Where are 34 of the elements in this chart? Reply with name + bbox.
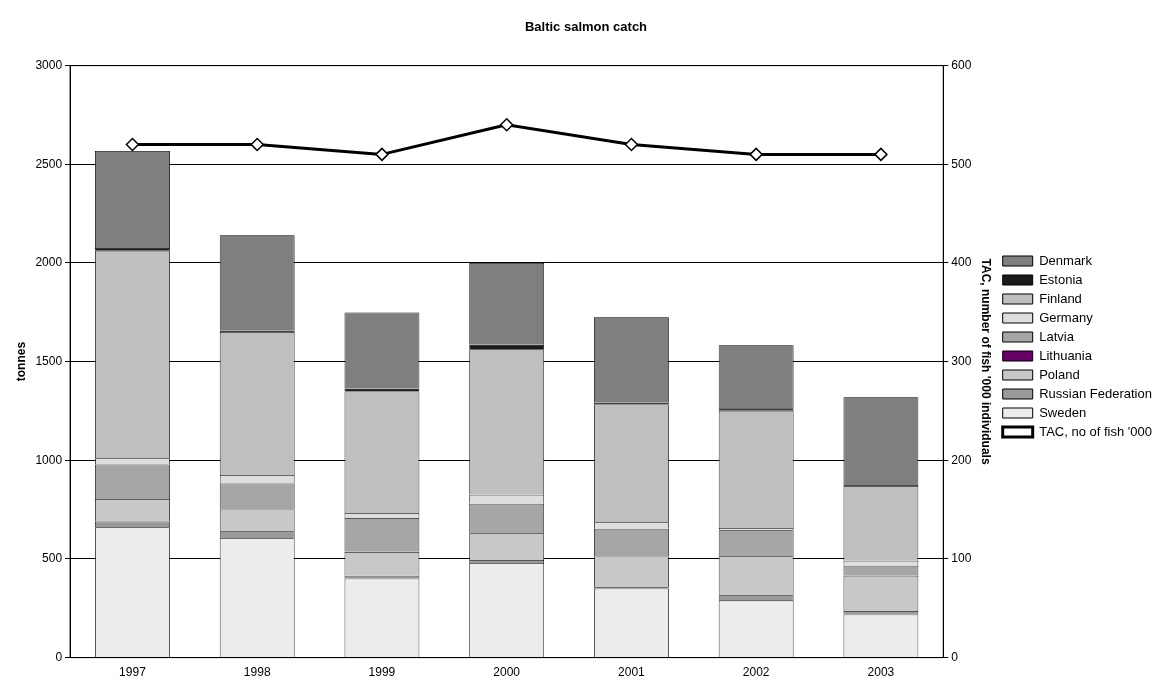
y2-tick-label: 500 [951,156,972,171]
y2-tick-label: 200 [951,452,972,467]
y-tick-label: 2500 [35,156,63,171]
legend-label: Latvia [1039,328,1075,344]
chart-title: Baltic salmon catch [524,19,648,35]
x-tick-label: 1998 [243,665,271,680]
legend-label: Estonia [1039,271,1084,287]
x-tick-label: 2001 [618,665,646,680]
legend-label: Germany [1039,309,1094,325]
legend-label: Lithuania [1039,347,1093,363]
y-tick-label: 1000 [35,452,63,467]
x-tick-label: 2000 [493,665,521,680]
x-tick-label: 2003 [867,665,895,680]
y-tick-label: 0 [55,649,63,664]
y-tick-label: 2000 [35,255,63,270]
y-tick-label: 500 [42,551,63,566]
x-tick-label: 1999 [368,665,396,680]
legend-label: Finland [1039,290,1082,306]
x-tick-label: 1997 [119,665,147,680]
y2-tick-label: 0 [951,649,959,664]
legend-label: TAC, no of fish '000 [1039,423,1153,439]
y2-tick-label: 100 [951,551,972,566]
x-tick-label: 2002 [742,665,770,680]
y-axis-title: tonnes [13,341,28,382]
legend-label: Denmark [1039,252,1093,268]
legend-label: Sweden [1039,404,1087,420]
y2-tick-label: 600 [951,57,972,72]
y-tick-label: 1500 [35,353,63,368]
y2-tick-label: 300 [951,353,972,368]
legend-label: Poland [1039,366,1080,382]
y2-tick-label: 400 [951,255,972,270]
y2-axis-title: TAC, number of fish '000 individuals [979,258,994,465]
y-tick-label: 3000 [35,57,63,72]
legend-label: Russian Federation [1039,385,1152,401]
